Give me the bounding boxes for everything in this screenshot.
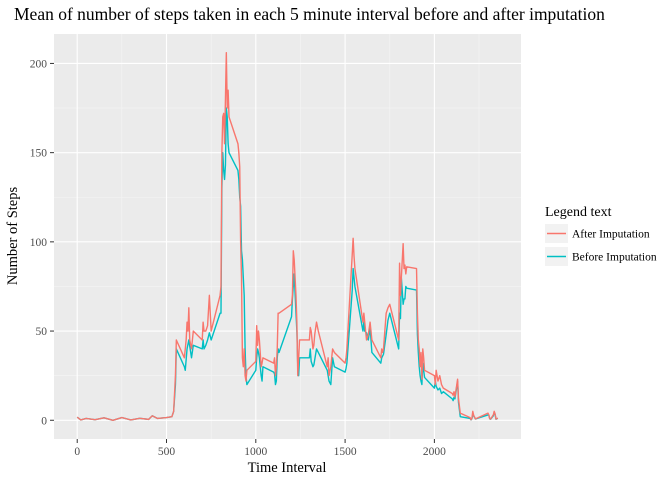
chart-title: Mean of number of steps taken in each 5 …	[14, 4, 605, 24]
x-tick-label: 0	[74, 446, 80, 458]
y-tick-label: 150	[30, 148, 48, 160]
legend-label: After Imputation	[572, 229, 650, 241]
legend-item-before-imputation: Before Imputation	[545, 247, 657, 266]
series-line-after-imputation	[76, 52, 499, 421]
grid-minor	[54, 34, 521, 439]
x-tick-label: 500	[158, 446, 176, 458]
y-tick-label: 0	[41, 415, 47, 427]
y-tick-label: 50	[36, 326, 48, 338]
x-tick-label: 1500	[334, 446, 357, 458]
legend-items: After Imputation Before Imputation	[545, 224, 657, 266]
legend-item-after-imputation: After Imputation	[545, 224, 650, 243]
x-tick-label: 2000	[423, 446, 446, 458]
y-axis: 0 50 100 150 200	[30, 58, 54, 427]
legend-label: Before Imputation	[572, 252, 657, 264]
x-axis-title: Time Interval	[248, 460, 327, 476]
y-tick-label: 200	[30, 58, 48, 70]
series-lines	[76, 52, 499, 421]
legend-title: Legend text	[545, 205, 612, 220]
x-axis: 0 500 1000 1500 2000	[74, 439, 446, 458]
x-tick-label: 1000	[244, 446, 267, 458]
y-axis-title: Number of Steps	[5, 187, 21, 286]
plot-panel	[54, 34, 521, 439]
legend: Legend text After Imputation Before Imput…	[545, 205, 657, 266]
series-line-before-imputation	[76, 107, 499, 421]
y-tick-label: 100	[30, 237, 48, 249]
